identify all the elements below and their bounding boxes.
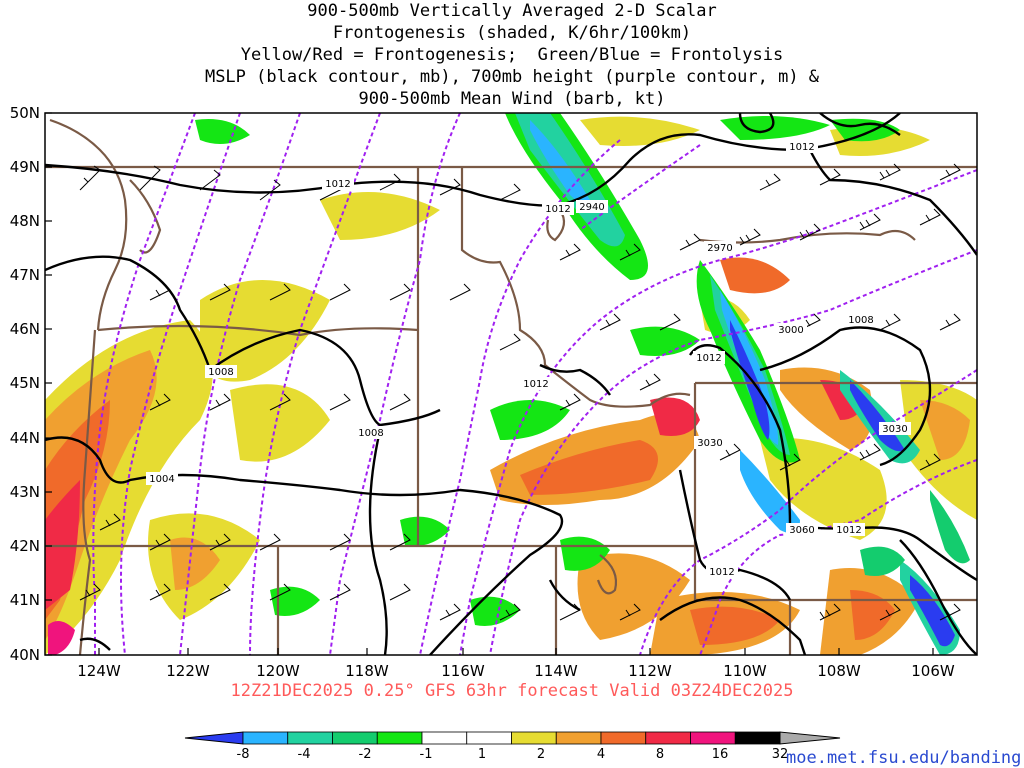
colorbar-label: -8	[237, 747, 250, 762]
mslp-label: 1012	[836, 525, 861, 536]
frontogenesis-shading	[45, 116, 977, 655]
mslp-contour-labels: 1012 1012 1012 1012 1012 1012 1012 1008 …	[146, 140, 877, 578]
colorbar-max-arrow	[779, 731, 841, 745]
mslp-label: 1012	[789, 142, 814, 153]
lon-label: 114W	[534, 662, 578, 680]
height-label: 2970	[707, 243, 732, 254]
lat-label: 48N	[10, 212, 40, 230]
lat-label: 44N	[10, 429, 40, 447]
colorbar-label: 32	[772, 747, 789, 762]
colorbar-swatch	[511, 731, 557, 745]
colorbar-label: 1	[478, 747, 486, 762]
colorbar-label: 16	[712, 747, 729, 762]
colorbar-swatch	[466, 731, 512, 745]
height-label: 3000	[778, 325, 803, 336]
mslp-label: 1012	[523, 379, 548, 390]
lat-label: 47N	[10, 266, 40, 284]
colorbar-label: -4	[298, 747, 311, 762]
wind-barbs	[79, 163, 961, 621]
colorbar-swatch	[690, 731, 736, 745]
height-label: 3030	[697, 438, 722, 449]
mslp-label: 1008	[848, 315, 873, 326]
lon-label: 106W	[911, 662, 955, 680]
colorbar-label: 2	[537, 747, 545, 762]
title-line-1: 900-500mb Vertically Averaged 2-D Scalar	[307, 1, 717, 21]
mslp-label: 1008	[358, 428, 383, 439]
mslp-label: 1012	[325, 179, 350, 190]
colorbar-label: -1	[420, 747, 433, 762]
colorbar-labels: -8 -4 -2 -1 1 2 4 8 16 32	[237, 747, 789, 762]
colorbar-swatch	[600, 731, 647, 745]
frontolysis-shading	[195, 113, 970, 655]
title-line-5: 900-500mb Mean Wind (barb, kt)	[358, 89, 666, 109]
longitude-labels: 124W 122W 120W 118W 116W 114W 112W 110W …	[77, 662, 955, 680]
map-frame	[44, 112, 978, 656]
lon-label: 110W	[723, 662, 767, 680]
mslp-label: 1004	[149, 474, 174, 485]
mslp-contours	[45, 113, 977, 655]
lat-label: 50N	[10, 104, 40, 122]
map-panel: 1012 1012 1012 1012 1012 1012 1012 1008 …	[45, 113, 977, 655]
colorbar-swatch	[555, 731, 602, 745]
lon-label: 108W	[817, 662, 861, 680]
colorbar-swatch	[287, 731, 333, 745]
lat-label: 45N	[10, 374, 40, 392]
mslp-label: 1008	[208, 367, 233, 378]
title-line-4: MSLP (black contour, mb), 700mb height (…	[204, 67, 820, 87]
mslp-label: 1012	[696, 353, 721, 364]
colorbar	[184, 731, 841, 745]
title-block: 900-500mb Vertically Averaged 2-D Scalar…	[0, 0, 1024, 110]
lon-label: 118W	[345, 662, 389, 680]
lat-label: 49N	[10, 158, 40, 176]
mslp-label: 1012	[545, 204, 570, 215]
mslp-label: 1012	[709, 567, 734, 578]
title-line-2: Frontogenesis (shaded, K/6hr/100km)	[332, 23, 692, 43]
lat-label: 43N	[10, 483, 40, 501]
lon-label: 120W	[256, 662, 300, 680]
colorbar-label: 8	[656, 747, 664, 762]
colorbar-swatch	[645, 731, 691, 745]
colorbar-swatch	[242, 731, 289, 745]
height-label: 3060	[789, 525, 814, 536]
forecast-valid-time: 12Z21DEC2025 0.25° GFS 63hr forecast Val…	[230, 681, 794, 701]
colorbar-label: -2	[359, 747, 372, 762]
height-contour-labels: 2940 2970 3000 3030 3030 3060	[576, 200, 911, 536]
lat-label: 46N	[10, 320, 40, 338]
latitude-labels: 50N 49N 48N 47N 46N 45N 44N 43N 42N 41N …	[10, 104, 40, 664]
lat-label: 41N	[10, 591, 40, 609]
lon-label: 122W	[166, 662, 210, 680]
lon-label: 116W	[441, 662, 485, 680]
height-label: 2940	[579, 202, 604, 213]
colorbar-swatch	[421, 731, 468, 745]
height-label: 3030	[882, 424, 907, 435]
colorbar-label: 4	[597, 747, 605, 762]
colorbar-swatch	[734, 731, 781, 745]
lon-label: 124W	[77, 662, 121, 680]
axis-ticks	[45, 112, 934, 656]
title-line-3: Yellow/Red = Frontogenesis; Green/Blue =…	[240, 45, 784, 65]
colorbar-swatch	[376, 731, 423, 745]
lat-label: 42N	[10, 537, 40, 555]
lat-label: 40N	[10, 646, 40, 664]
lon-label: 112W	[628, 662, 672, 680]
colorbar-min-arrow	[184, 731, 244, 745]
colorbar-swatch	[332, 731, 378, 745]
source-credit[interactable]: moe.met.fsu.edu/banding	[786, 748, 1022, 768]
